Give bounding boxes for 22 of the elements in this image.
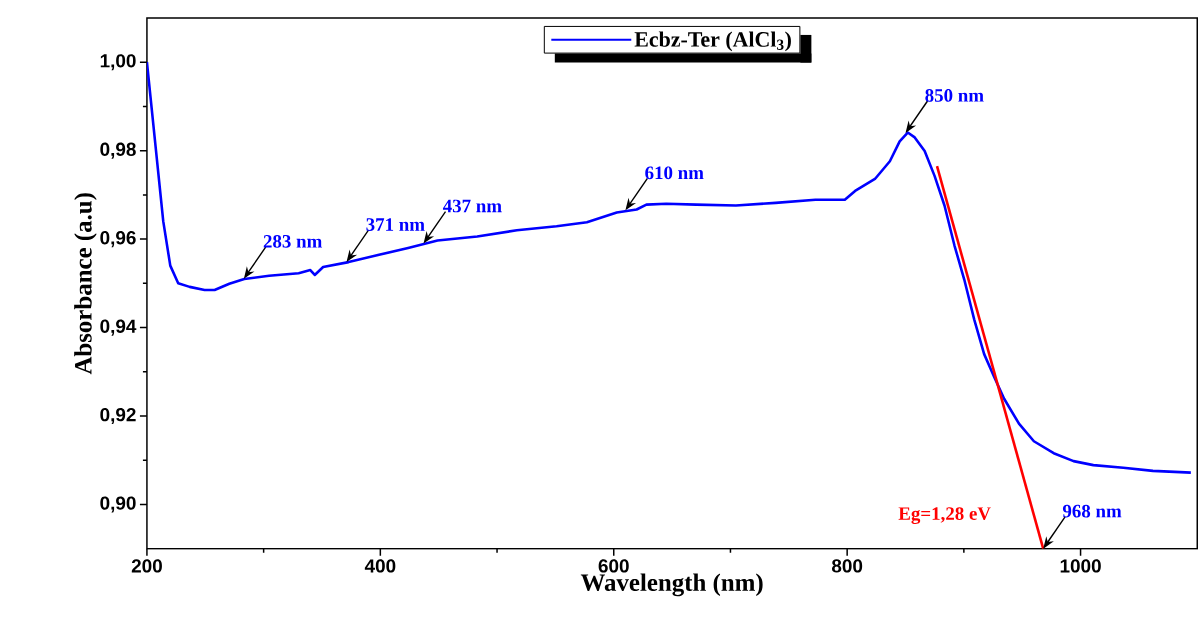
annotation: 610 nm bbox=[645, 166, 704, 180]
annotation: 371 nm bbox=[366, 218, 425, 232]
x-tick-label: 200 bbox=[131, 559, 162, 573]
y-tick-label: 0,98 bbox=[100, 142, 136, 159]
annotation: Eg=1,28 eV bbox=[898, 507, 991, 525]
annotation: 437 nm bbox=[442, 199, 502, 213]
y-axis-title: Absorbance (a.u) bbox=[74, 193, 97, 375]
annotation: 850 nm bbox=[925, 89, 984, 102]
y-tick-label: 0,94 bbox=[100, 319, 137, 336]
legend-label: Ecbz-Ter (AlCl$_{3}$) bbox=[634, 31, 791, 52]
x-tick-label: 400 bbox=[364, 559, 396, 573]
x-tick-label: 800 bbox=[831, 559, 863, 573]
y-tick-label: 0,92 bbox=[100, 408, 136, 425]
x-tick-label: 1000 bbox=[1060, 559, 1101, 573]
y-tick-label: 0,96 bbox=[100, 231, 136, 248]
y-tick-label: 1,00 bbox=[100, 54, 136, 71]
annotation: 283 nm bbox=[263, 235, 323, 248]
x-axis-title: Wavelength (nm) bbox=[580, 573, 763, 597]
x-tick-label: 600 bbox=[598, 559, 629, 573]
annotation: 968 nm bbox=[1062, 504, 1122, 518]
line-series bbox=[146, 61, 1193, 475]
y-tick-label: 0,90 bbox=[100, 496, 136, 513]
